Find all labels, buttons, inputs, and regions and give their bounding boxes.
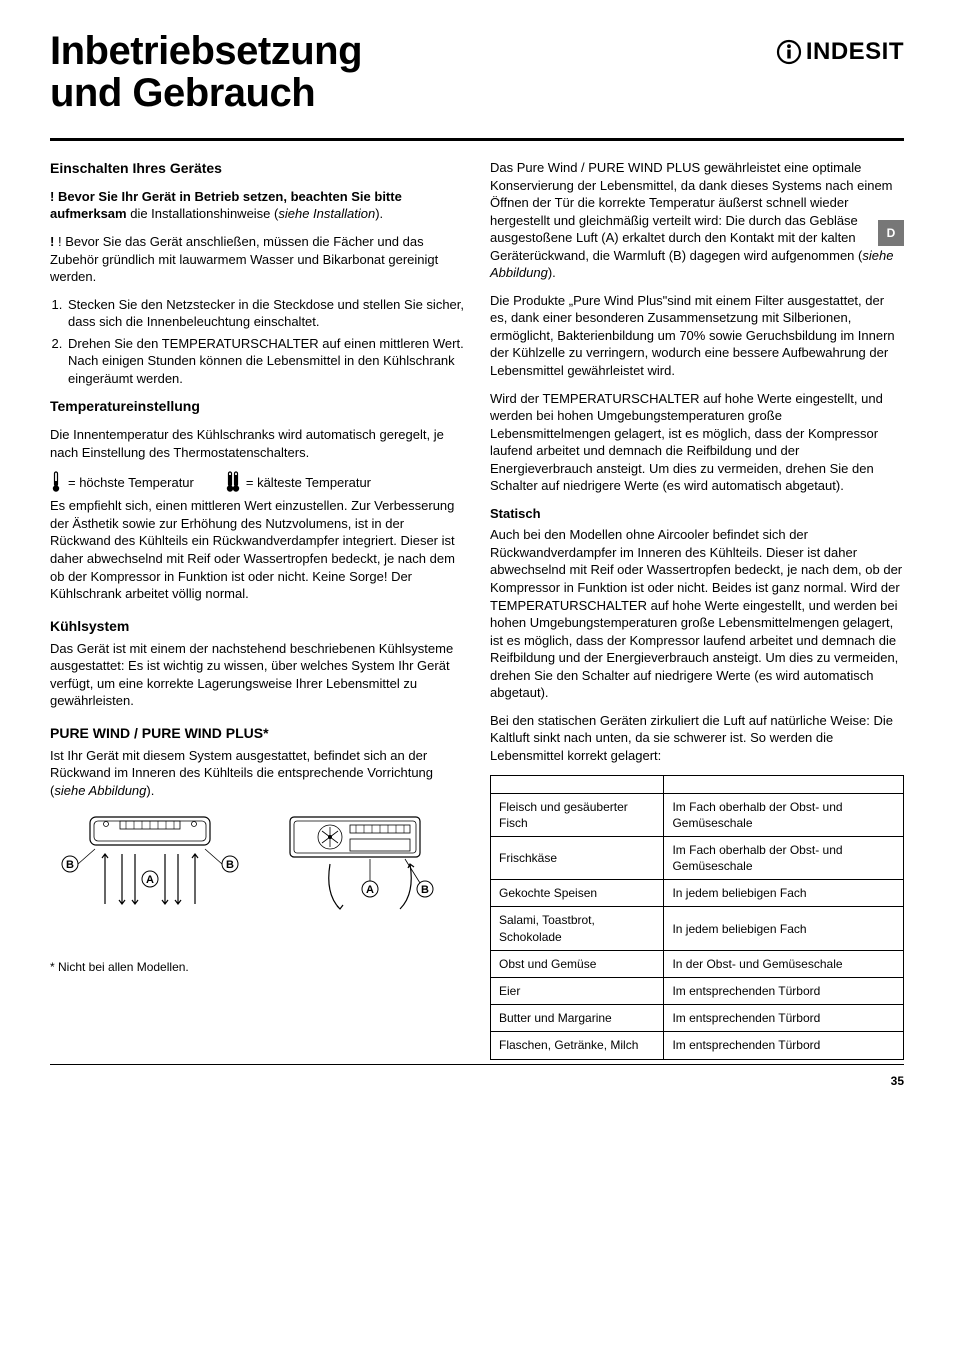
instruction-list: Stecken Sie den Netzstecker in die Steck… bbox=[50, 296, 464, 388]
cell: Im entsprechenden Türbord bbox=[664, 1032, 904, 1059]
page-number: 35 bbox=[50, 1073, 904, 1089]
table-row: FrischkäseIm Fach oberhalb der Obst- und… bbox=[491, 836, 904, 879]
temp-body: Es empfiehlt sich, einen mittleren Wert … bbox=[50, 497, 464, 602]
title-line2: und Gebrauch bbox=[50, 71, 315, 115]
airflow-diagram-1: B B A bbox=[50, 809, 250, 929]
left-column: Einschalten Ihres Gerätes ! Bevor Sie Ih… bbox=[50, 159, 464, 1060]
temp-low-label: = kälteste Temperatur bbox=[246, 474, 371, 492]
right-p3: Wird der TEMPERATURSCHALTER auf hohe Wer… bbox=[490, 390, 904, 495]
right-p1b: ). bbox=[548, 265, 556, 280]
footnote: * Nicht bei allen Modellen. bbox=[50, 959, 464, 975]
table-row: Flaschen, Getränke, MilchIm entsprechend… bbox=[491, 1032, 904, 1059]
heading-einschalten: Einschalten Ihres Gerätes bbox=[50, 159, 464, 178]
temp-icon-row: = höchste Temperatur = kälteste Temperat… bbox=[50, 471, 464, 493]
cell: In jedem beliebigen Fach bbox=[664, 907, 904, 950]
warning-2: ! ! Bevor Sie das Gerät anschließen, müs… bbox=[50, 233, 464, 286]
cell: In jedem beliebigen Fach bbox=[664, 880, 904, 907]
warning-1-ital: siehe Installation bbox=[278, 206, 375, 221]
temp-intro: Die Innentemperatur des Kühlschranks wir… bbox=[50, 426, 464, 461]
svg-text:B: B bbox=[66, 859, 74, 871]
cell: Eier bbox=[491, 978, 664, 1005]
header-divider bbox=[50, 138, 904, 141]
cell: Im Fach oberhalb der Obst- und Gemüsesch… bbox=[664, 793, 904, 836]
cell: Butter und Margarine bbox=[491, 1005, 664, 1032]
svg-text:A: A bbox=[146, 874, 154, 886]
page-title: Inbetriebsetzung und Gebrauch bbox=[50, 30, 362, 114]
table-row: Salami, Toastbrot, SchokoladeIn jedem be… bbox=[491, 907, 904, 950]
right-p1a: Das Pure Wind / PURE WIND PLUS gewährlei… bbox=[490, 160, 893, 263]
right-p2: Die Produkte „Pure Wind Plus"sind mit ei… bbox=[490, 292, 904, 380]
svg-text:B: B bbox=[226, 859, 234, 871]
purewind-intro: Ist Ihr Gerät mit diesem System ausgesta… bbox=[50, 747, 464, 800]
cell: Im Fach oberhalb der Obst- und Gemüsesch… bbox=[664, 836, 904, 879]
svg-text:A: A bbox=[366, 884, 374, 896]
instruction-2: Drehen Sie den TEMPERATURSCHALTER auf ei… bbox=[66, 335, 464, 388]
cell: Gekochte Speisen bbox=[491, 880, 664, 907]
cell: Frischkäse bbox=[491, 836, 664, 879]
airflow-diagram-2: A B bbox=[270, 809, 440, 929]
heading-statisch: Statisch bbox=[490, 505, 904, 523]
brand-name: INDESIT bbox=[806, 36, 904, 68]
warning-1: ! Bevor Sie Ihr Gerät in Betrieb setzen,… bbox=[50, 188, 464, 223]
warn-bang-icon: ! bbox=[50, 234, 54, 249]
cell: Obst und Gemüse bbox=[491, 950, 664, 977]
cell: Flaschen, Getränke, Milch bbox=[491, 1032, 664, 1059]
thermometer-low-icon bbox=[224, 471, 240, 493]
warning-1-end: ). bbox=[375, 206, 383, 221]
cell: Im entsprechenden Türbord bbox=[664, 978, 904, 1005]
table-row: Gekochte SpeisenIn jedem beliebigen Fach bbox=[491, 880, 904, 907]
storage-table: Fleisch und gesäuberter FischIm Fach obe… bbox=[490, 775, 904, 1060]
title-line1: Inbetriebsetzung bbox=[50, 29, 362, 73]
right-p1: Das Pure Wind / PURE WIND PLUS gewährlei… bbox=[490, 159, 904, 282]
info-icon bbox=[776, 39, 802, 65]
heading-temperatur: Temperatureinstellung bbox=[50, 397, 464, 416]
svg-text:B: B bbox=[421, 884, 429, 896]
purewind-ital: siehe Abbildung bbox=[54, 783, 146, 798]
footer-rule bbox=[50, 1064, 904, 1065]
table-row: EierIm entsprechenden Türbord bbox=[491, 978, 904, 1005]
language-tab: D bbox=[878, 220, 904, 246]
purewind-end: ). bbox=[146, 783, 154, 798]
instruction-1: Stecken Sie den Netzstecker in die Steck… bbox=[66, 296, 464, 331]
cell: Fleisch und gesäuberter Fisch bbox=[491, 793, 664, 836]
table-row: Butter und MargarineIm entsprechenden Tü… bbox=[491, 1005, 904, 1032]
right-column: Das Pure Wind / PURE WIND PLUS gewährlei… bbox=[490, 159, 904, 1060]
table-row: Obst und GemüseIn der Obst- und Gemüsesc… bbox=[491, 950, 904, 977]
heading-purewind: PURE WIND / PURE WIND PLUS* bbox=[50, 724, 464, 743]
warning-2-text: ! Bevor Sie das Gerät anschließen, müsse… bbox=[50, 234, 438, 284]
temp-high-label: = höchste Temperatur bbox=[68, 474, 194, 492]
thermometer-high-icon bbox=[50, 471, 62, 493]
diagram-row: B B A bbox=[50, 809, 464, 929]
statisch-p1: Auch bei den Modellen ohne Aircooler bef… bbox=[490, 526, 904, 701]
brand-logo: INDESIT bbox=[776, 36, 904, 68]
heading-kuehlsystem: Kühlsystem bbox=[50, 617, 464, 636]
cell: Im entsprechenden Türbord bbox=[664, 1005, 904, 1032]
table-row: Fleisch und gesäuberter FischIm Fach obe… bbox=[491, 793, 904, 836]
table-header-row bbox=[491, 775, 904, 793]
kuehlsystem-body: Das Gerät ist mit einem der nachstehend … bbox=[50, 640, 464, 710]
warning-1-rest: die Installationshinweise ( bbox=[127, 206, 279, 221]
cell: In der Obst- und Gemüseschale bbox=[664, 950, 904, 977]
cell: Salami, Toastbrot, Schokolade bbox=[491, 907, 664, 950]
statisch-p2: Bei den statischen Geräten zirkuliert di… bbox=[490, 712, 904, 765]
